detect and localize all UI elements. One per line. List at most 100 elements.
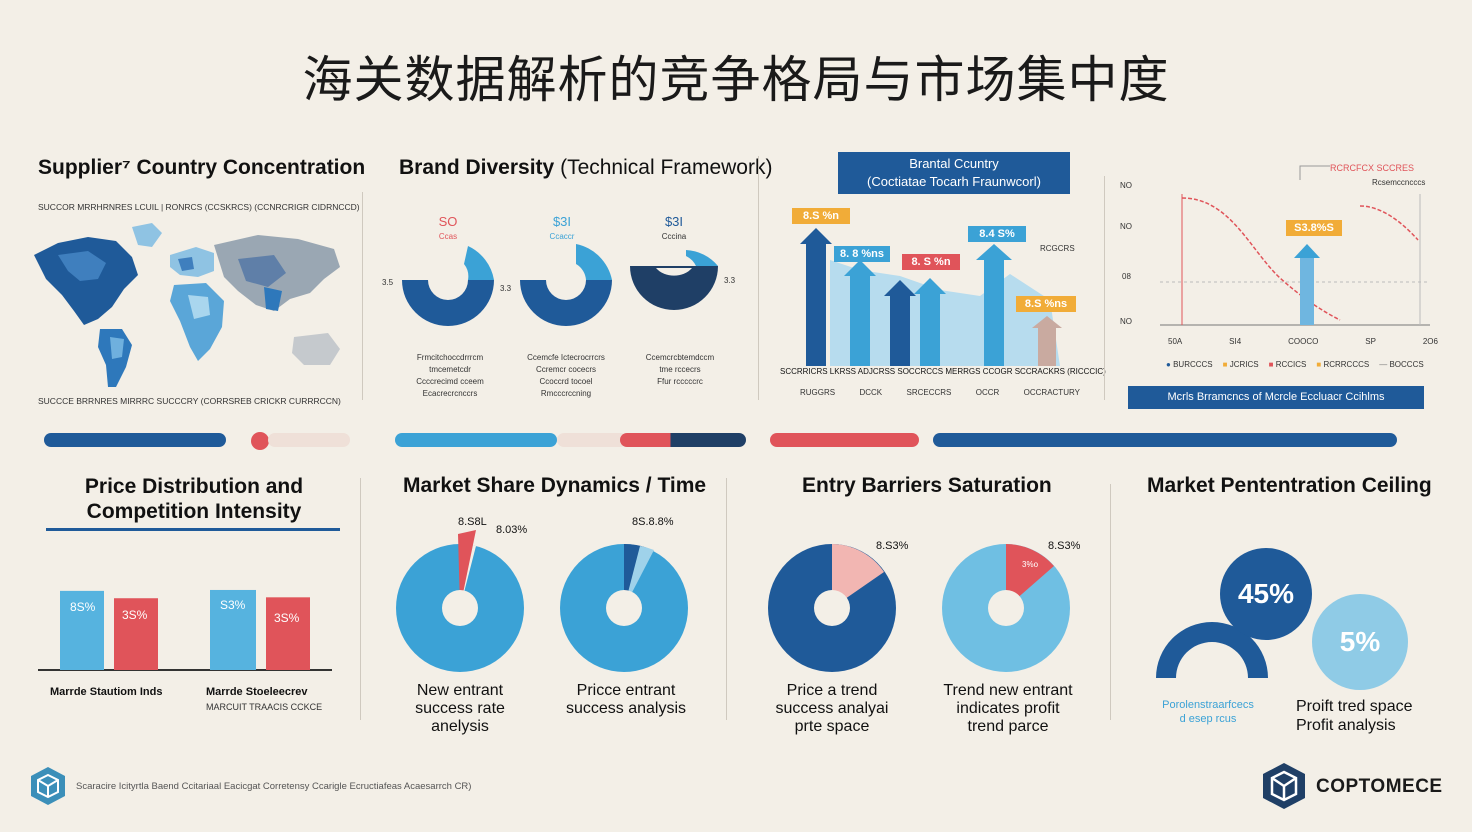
brand-donut-2-side: 3.3 (500, 284, 512, 293)
trend-legend: ● BURCCCS ■ JCRICS ■ RCCICS ■ RCRRCCCS —… (1166, 360, 1424, 369)
brand-country-bar-5 (976, 244, 1012, 366)
ceiling-panel-title: Market Pententration Ceiling (1147, 474, 1432, 497)
supplier-panel-title: Supplier⁷ Country Concentration (38, 156, 366, 179)
price-bar-chart (38, 589, 332, 671)
ceiling-big-circle (1220, 548, 1312, 640)
trend-banner: Mcrls Brramcncs of Mcrcle Eccluacr Ccihl… (1128, 386, 1424, 409)
brand-country-bar-1 (800, 228, 832, 366)
price-caption-2b: MARCUIT TRAACIS CCKCE (206, 702, 323, 712)
trend-y-label-4: NO (1120, 317, 1132, 326)
price-panel-title: Price Distribution and Competition Inten… (84, 475, 304, 523)
trend-x-labels: 50A SI4 COOCO SP 2O6 (1168, 337, 1438, 346)
entry-pie-1-right: 8.S3% (876, 540, 909, 552)
divider (758, 156, 759, 400)
trend-legend-item: ■ RCRRCCCS (1316, 360, 1370, 369)
share-pie-2-top: 8S.8.8% (632, 516, 674, 528)
map-australia (292, 333, 340, 365)
entry-pie-1-slice (832, 544, 884, 608)
brand-donut-2-caption: Ccemcfe Ictecrocrrcrs Ccremcr cocecrs Cc… (527, 353, 605, 398)
brand-donut-3-side: 3.3 (724, 276, 736, 285)
trend-chart (1160, 165, 1430, 326)
brand-country-chart (800, 228, 1062, 366)
brand-donut-1-sub: Ccas (438, 232, 458, 241)
ceiling-arc (1156, 622, 1268, 678)
ceiling-chart (1156, 548, 1408, 690)
share-pie-1-top: 8.S8L (458, 516, 487, 528)
brand-donut-2-value: $3I (552, 214, 572, 229)
brand-donut-1-side: 3.5 (382, 278, 394, 287)
page-title: 海关数据解析的竞争格局与市场集中度 (302, 51, 1170, 109)
brand-donut-1-value: SO (438, 214, 458, 229)
price-title-underline (46, 528, 340, 531)
share-pie-1-red-slice (458, 530, 476, 608)
brand-country-bar-3 (884, 280, 916, 366)
brand-country-axis-label: SCCRRICRS LKRSS ADJCRSS SOCCRCCS MERRGS … (780, 367, 1106, 376)
brand-title-main: Brand Diversity (399, 156, 555, 179)
share-pie-2 (560, 543, 688, 672)
brand-country-right-label: RCGCRS (1040, 244, 1075, 253)
trend-legend-item: ■ RCCICS (1268, 360, 1307, 369)
map-greenland (132, 223, 162, 247)
brand-country-tag-2: 8. 8 %ns (834, 246, 890, 262)
trend-arrow-bar (1294, 244, 1320, 325)
price-caption-2a: Marrde Stoeleecrev (206, 686, 308, 698)
brand-donut-1 (402, 246, 494, 326)
map-north-america (34, 237, 138, 325)
brand-country-x-labels: RUGGRS DCCK SRCECCRS OCCR OCCRACTURY (800, 388, 1080, 397)
map-africa (170, 283, 224, 361)
divider (360, 478, 361, 720)
divider (726, 478, 727, 720)
price-bar-label: 3S% (122, 608, 148, 622)
entry-pie-2-slice-label: 3%o (1022, 560, 1039, 569)
brand-country-tag-4: 8.4 S% (968, 226, 1026, 242)
trend-legend-item: — BOCCCS (1379, 360, 1424, 369)
trend-y-label-3: 08 (1122, 272, 1131, 281)
world-map (34, 223, 340, 387)
ceiling-caption-blue: Porolenstraarfcecs d esep rcus (1162, 699, 1254, 725)
brand-donut-3-sub: Cccina (661, 232, 687, 241)
trend-line-red (1181, 197, 1341, 321)
brand-donut-3-caption: Ccemcrcbtemdccm tme rccecrs Ffur rcccccr… (645, 353, 715, 386)
entry-pie-1 (768, 544, 896, 672)
share-pie-1-caption: New entrant success rate anelysis (415, 682, 505, 735)
share-pie-1-right: 8.03% (496, 524, 528, 536)
entry-pie-2-slice (1006, 544, 1054, 608)
brand-title-sub: (Technical Framework) (560, 156, 773, 179)
share-pie-2-caption: Pricce entrant success analysis (565, 682, 687, 717)
trend-y-label-1: NO (1120, 181, 1132, 190)
ceiling-big-value: 45% (1237, 578, 1295, 609)
entry-pie-1-caption: Price a trend success analyai prte space (775, 682, 889, 735)
price-bar (60, 590, 104, 670)
trend-legend-item: ■ JCRICS (1222, 360, 1259, 369)
price-bar (210, 589, 256, 670)
divider (362, 192, 363, 400)
ceiling-caption-dark: Proift tred space Profit analysis (1296, 698, 1413, 734)
supplier-bottom-caption: SUCCCE BRRNRES MIRRRC SUCCCRY (CORRSREB … (38, 396, 341, 406)
supplier-top-caption: SUCCOR MRRHRNRES LCUIL | RONRCS (CCSKRCS… (38, 202, 360, 212)
trend-y-label-2: NO (1120, 222, 1132, 231)
divider-bar (770, 433, 919, 447)
brand-logo-icon (1263, 763, 1305, 809)
trend-legend-title: RCRCFCX SCCRES (1330, 163, 1415, 173)
divider-bar (44, 433, 226, 447)
footer-text: Scaracire Icityrtla Baend Ccitariaal Eac… (76, 781, 472, 792)
divider (1110, 484, 1111, 720)
brand-country-title: Brantal Ccuntry (Coctiatae Tocarh Fraunw… (838, 152, 1070, 194)
price-bar (114, 598, 158, 670)
entry-panel-title: Entry Barriers Saturation (802, 474, 1052, 497)
brand-panel-title: Brand Diversity (Technical Framework) (399, 156, 772, 180)
brand-country-bar-6 (1032, 316, 1062, 366)
price-bar (266, 597, 310, 670)
trend-tag: S3.8%S (1286, 220, 1342, 236)
divider-bar (620, 433, 746, 447)
brand-country-bar-2 (844, 260, 876, 366)
price-bar-label: 8S% (70, 600, 96, 614)
price-caption-1: Marrde Stautiom Inds (50, 686, 163, 698)
brand-country-tag-1: 8.S %n (792, 208, 850, 224)
share-pie-1 (396, 530, 524, 672)
footer-brand: COPTOMECE (1316, 776, 1443, 797)
trend-legend-sub: Rcsemccncccs (1372, 178, 1426, 187)
entry-pie-2-right: 8.S3% (1048, 540, 1081, 552)
brand-country-tag-3: 8. S %n (902, 254, 960, 270)
trend-legend-item: ● BURCCCS (1166, 360, 1213, 369)
